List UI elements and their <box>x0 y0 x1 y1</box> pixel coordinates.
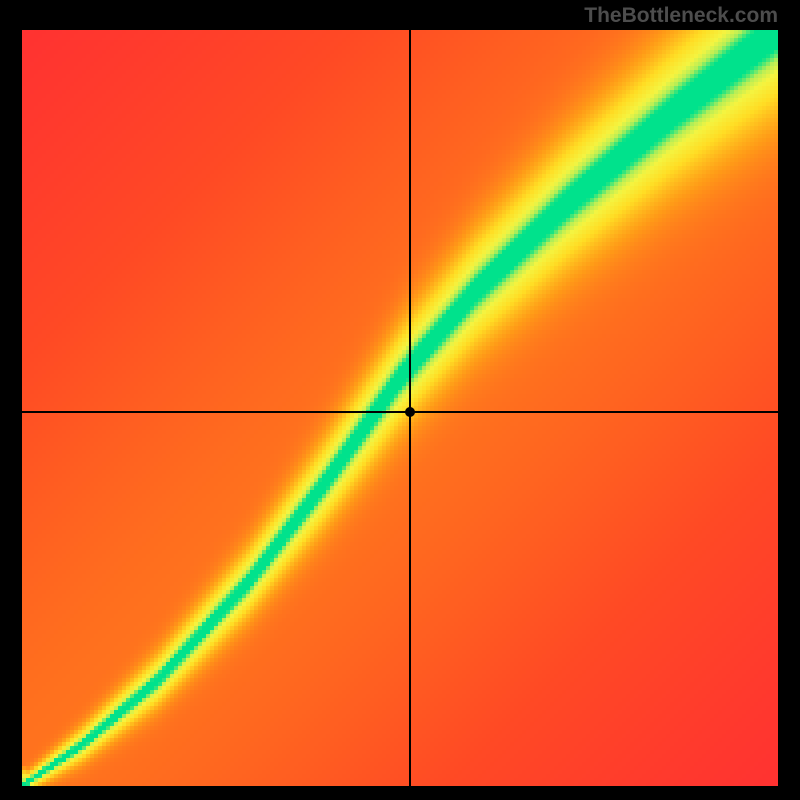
heatmap-canvas <box>22 30 778 786</box>
watermark-text: TheBottleneck.com <box>584 4 778 28</box>
crosshair-dot <box>405 407 415 417</box>
crosshair-horizontal <box>22 411 778 413</box>
heatmap-plot <box>22 30 778 786</box>
